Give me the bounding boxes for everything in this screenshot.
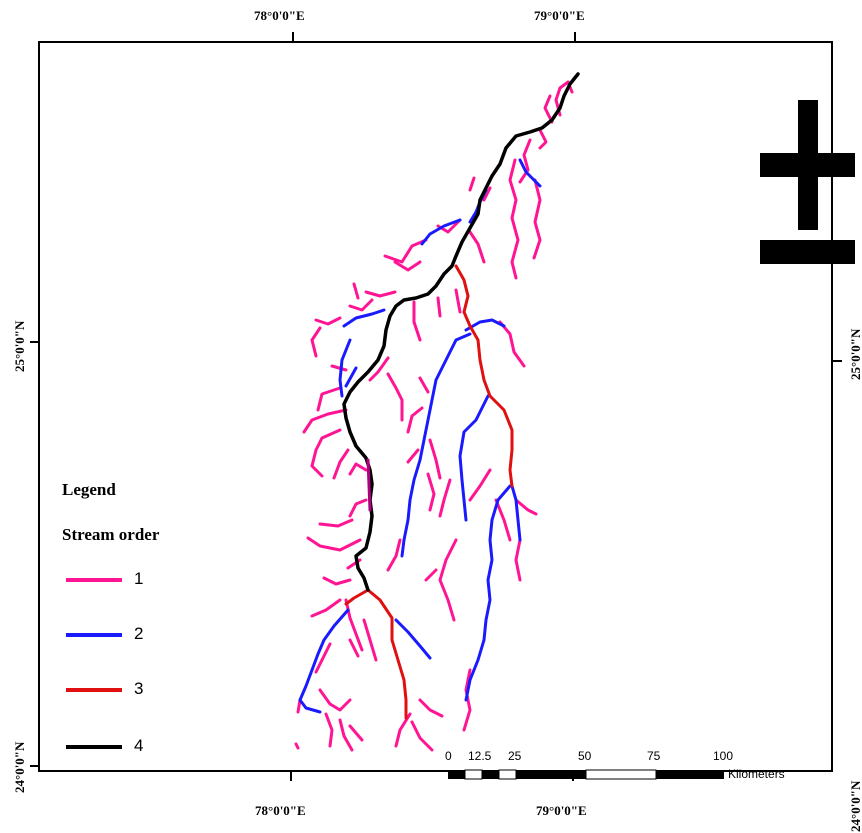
scale-label-0: 0: [445, 749, 452, 763]
stream-order-1: [294, 80, 574, 752]
legend-label-order-2: 2: [134, 624, 144, 643]
legend-swatch-order-1: [66, 578, 122, 582]
legend-swatch-order-4: [66, 745, 122, 749]
top-lon-label-79: 79°0'0"E: [534, 8, 585, 23]
left-tick-25: [30, 341, 40, 343]
legend-swatch-order-3: [66, 688, 122, 692]
legend-title: Legend: [62, 480, 116, 499]
scale-label-50: 50: [578, 749, 592, 763]
left-tick-24: [30, 765, 40, 767]
scale-label-100: 100: [713, 749, 734, 763]
scale-label-75: 75: [647, 749, 661, 763]
legend-item-1: 1: [66, 569, 186, 593]
scale-unit-label: Kilometers: [728, 767, 785, 781]
legend-item-2: 2: [66, 624, 186, 648]
legend-item-3: 3: [66, 679, 186, 703]
bottom-lon-label-78: 78°0'0"E: [255, 803, 306, 818]
legend-label-order-1: 1: [134, 569, 144, 588]
top-lon-label-78: 78°0'0"E: [254, 8, 305, 23]
stream-segment-purple: [366, 458, 372, 512]
bottom-tick-78: [290, 771, 292, 781]
map-frame: [38, 41, 833, 772]
stream-order-3: [344, 264, 514, 720]
legend-subtitle: Stream order: [62, 525, 160, 544]
legend-item-4: 4: [66, 736, 186, 760]
top-tick-79: [574, 32, 576, 42]
stream-order-2: [298, 158, 542, 714]
right-tick-25: [832, 360, 842, 362]
north-arrow-icon: [760, 100, 855, 264]
legend-swatch-order-2: [66, 633, 122, 637]
legend-label-order-3: 3: [134, 679, 144, 698]
scale-label-25: 25: [508, 749, 522, 763]
scale-bar: [448, 769, 724, 780]
scale-label-12-5: 12.5: [468, 749, 492, 763]
legend-label-order-4: 4: [134, 736, 144, 755]
top-tick-78: [292, 32, 294, 42]
stream-order-4: [342, 72, 580, 592]
bottom-lon-label-79: 79°0'0"E: [536, 803, 587, 818]
